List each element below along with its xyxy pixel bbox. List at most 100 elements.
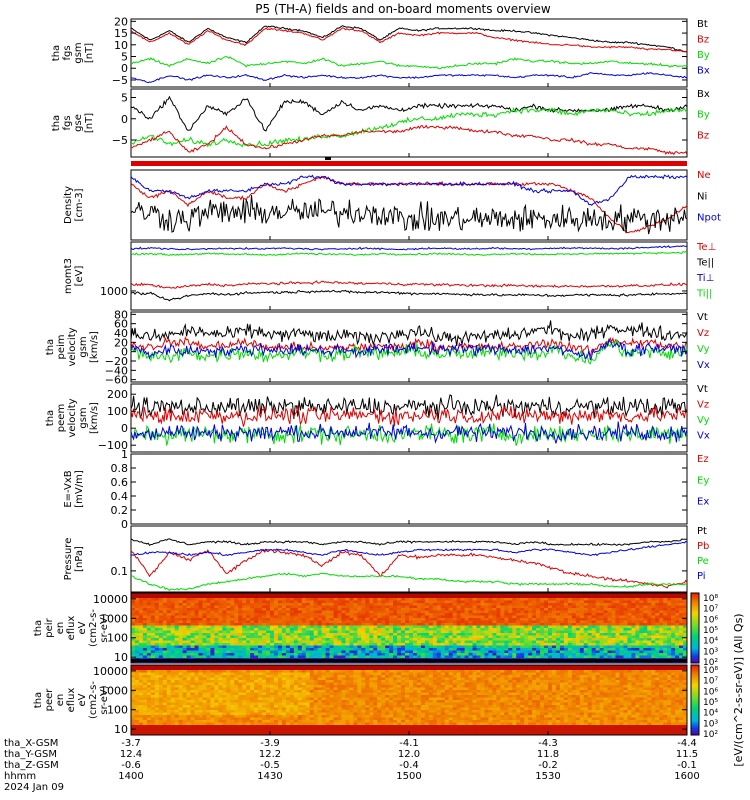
- heat-cell: [607, 595, 612, 599]
- heat-cell: [158, 605, 164, 609]
- heat-cell: [679, 608, 684, 611]
- heat-cell: [571, 667, 577, 671]
- heat-cell: [174, 645, 179, 649]
- heat-cell: [508, 643, 513, 646]
- heat-cell: [468, 608, 473, 611]
- heat-cell: [210, 648, 215, 651]
- heat-cell: [671, 648, 676, 651]
- heat-cell: [178, 672, 183, 676]
- heat-cell: [639, 608, 644, 611]
- heat-cell: [647, 623, 652, 626]
- heat-cell: [393, 635, 398, 639]
- heat-cell: [401, 672, 406, 676]
- heat-cell: [599, 610, 604, 614]
- heat-cell: [611, 615, 616, 619]
- heat-cell: [317, 675, 322, 678]
- heat-cell: [333, 598, 338, 601]
- heat-cell: [484, 665, 489, 668]
- heat-cell: [297, 623, 303, 626]
- heat-cell: [551, 675, 557, 678]
- heat-cell: [623, 675, 628, 678]
- heat-cell: [365, 613, 370, 616]
- heat-cell: [583, 603, 589, 606]
- heat-cell: [154, 610, 160, 614]
- heat-cell: [246, 608, 251, 611]
- heat-cell: [412, 613, 418, 616]
- heat-cell: [436, 655, 442, 659]
- heat-cell: [242, 665, 247, 668]
- heat-cell: [412, 595, 418, 599]
- y-axis-label: fgs: [62, 45, 73, 60]
- heat-cell: [146, 593, 152, 596]
- heat-cell: [583, 593, 589, 596]
- heat-cell: [679, 655, 684, 659]
- heat-cell: [134, 640, 140, 644]
- heat-cell: [504, 603, 509, 606]
- heat-cell: [222, 610, 227, 614]
- heat-cell: [154, 615, 160, 619]
- heat-cell: [142, 667, 148, 671]
- heat-cell: [182, 665, 187, 668]
- heat-cell: [325, 670, 330, 673]
- heat-cell: [651, 640, 656, 644]
- heat-cell: [206, 620, 211, 624]
- heat-cell: [285, 665, 291, 668]
- heat-cell: [540, 675, 545, 678]
- heat-cell: [246, 650, 251, 654]
- heat-cell: [238, 650, 243, 654]
- heat-cell: [341, 638, 346, 641]
- heat-cell: [444, 620, 450, 624]
- heat-cell: [385, 623, 390, 626]
- heat-cell: [444, 603, 450, 606]
- heat-cell: [412, 667, 418, 671]
- heat-cell: [305, 593, 311, 596]
- heat-cell: [496, 653, 501, 656]
- heat-cell: [341, 593, 346, 596]
- heat-cell: [305, 655, 311, 659]
- heat-cell: [194, 613, 199, 616]
- heat-cell: [405, 675, 410, 678]
- heat-cell: [250, 640, 255, 644]
- heat-cell: [393, 665, 398, 668]
- heat-cell: [679, 628, 684, 631]
- heat-cell: [667, 623, 672, 626]
- heat-cell: [349, 608, 354, 611]
- heat-cell: [655, 595, 660, 599]
- heat-cell: [504, 613, 509, 616]
- heat-cell: [277, 598, 283, 601]
- heat-cell: [516, 640, 521, 644]
- heat-cell: [587, 672, 592, 676]
- heat-cell: [651, 613, 656, 616]
- heat-cell: [476, 672, 481, 676]
- heat-cell: [611, 670, 616, 673]
- heat-cell: [659, 667, 664, 671]
- heat-cell: [528, 610, 533, 614]
- heat-cell: [206, 630, 211, 634]
- heat-cell: [174, 625, 179, 629]
- heat-cell: [639, 605, 644, 609]
- heat-cell: [571, 613, 577, 616]
- heat-cell: [389, 618, 394, 621]
- heat-cell: [540, 625, 545, 629]
- heat-cell: [615, 675, 620, 678]
- heat-cell: [309, 628, 314, 631]
- heat-cell: [206, 628, 211, 631]
- heat-cell: [218, 613, 223, 616]
- heat-cell: [416, 615, 422, 619]
- heat-cell: [424, 608, 430, 611]
- heat-cell: [401, 650, 406, 654]
- heat-cell: [329, 603, 334, 606]
- heat-cell: [432, 675, 438, 678]
- heat-cell: [607, 675, 612, 678]
- heat-cell: [170, 670, 175, 673]
- heat-cell: [194, 645, 199, 649]
- heat-cell: [138, 670, 144, 673]
- heat-cell: [325, 677, 330, 681]
- y-tick-label: 1: [121, 448, 128, 461]
- heat-cell: [615, 643, 620, 646]
- heat-cell: [285, 603, 291, 606]
- heat-cell: [222, 650, 227, 654]
- heat-cell: [436, 618, 442, 621]
- heat-cell: [222, 605, 227, 609]
- heat-cell: [627, 640, 632, 644]
